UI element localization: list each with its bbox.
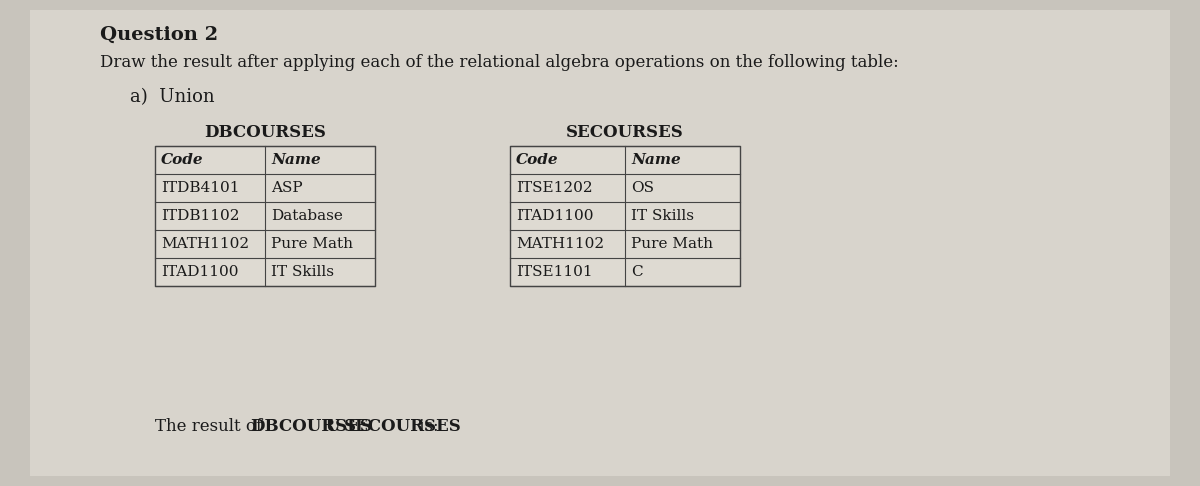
Text: Name: Name xyxy=(631,153,680,167)
Text: MATH1102: MATH1102 xyxy=(516,237,604,251)
Text: SECOURSES: SECOURSES xyxy=(343,417,462,434)
Text: DBCOURSES: DBCOURSES xyxy=(250,417,372,434)
Text: ITDB1102: ITDB1102 xyxy=(161,209,240,223)
Text: OS: OS xyxy=(631,181,654,195)
Text: Pure Math: Pure Math xyxy=(271,237,353,251)
Text: Question 2: Question 2 xyxy=(100,26,218,44)
Text: Pure Math: Pure Math xyxy=(631,237,713,251)
Text: is:: is: xyxy=(414,417,439,434)
Text: Code: Code xyxy=(161,153,204,167)
Text: a)  Union: a) Union xyxy=(130,88,215,106)
Text: C: C xyxy=(631,265,643,279)
Text: ASP: ASP xyxy=(271,181,302,195)
Text: Draw the result after applying each of the relational algebra operations on the : Draw the result after applying each of t… xyxy=(100,54,899,71)
Text: MATH1102: MATH1102 xyxy=(161,237,250,251)
Text: Code: Code xyxy=(516,153,559,167)
Text: ITDB4101: ITDB4101 xyxy=(161,181,240,195)
Text: ITAD1100: ITAD1100 xyxy=(161,265,239,279)
Bar xyxy=(155,146,374,286)
Text: Database: Database xyxy=(271,209,343,223)
Bar xyxy=(510,146,740,286)
Text: U: U xyxy=(320,417,347,434)
Text: ITAD1100: ITAD1100 xyxy=(516,209,594,223)
Text: ITSE1101: ITSE1101 xyxy=(516,265,593,279)
Text: Name: Name xyxy=(271,153,320,167)
Text: SECOURSES: SECOURSES xyxy=(566,124,684,141)
Text: IT Skills: IT Skills xyxy=(631,209,694,223)
Text: IT Skills: IT Skills xyxy=(271,265,334,279)
Text: DBCOURSES: DBCOURSES xyxy=(204,124,326,141)
Text: ITSE1202: ITSE1202 xyxy=(516,181,593,195)
Text: The result of: The result of xyxy=(155,417,268,434)
